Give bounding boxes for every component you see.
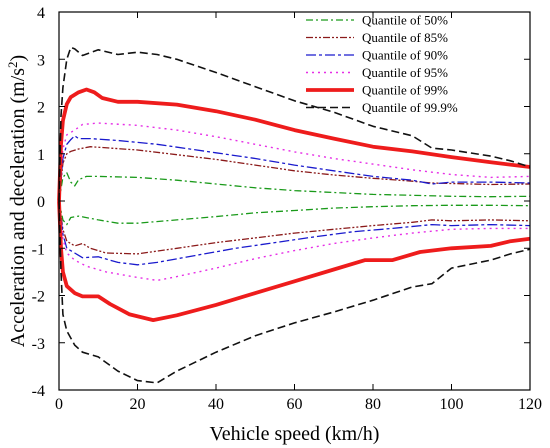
x-tick-label: 40 xyxy=(208,396,224,413)
plot-frame xyxy=(58,11,531,391)
series-quantile-of-99-9-lower xyxy=(58,200,531,384)
y-tick-label: -1 xyxy=(32,241,45,258)
series-quantile-of-99-upper xyxy=(57,87,531,202)
series-layer xyxy=(57,46,531,384)
series-quantile-of-99-lower xyxy=(57,200,531,322)
legend-label-quantile-of-50: Quantile of 50% xyxy=(362,13,448,28)
x-tick-label: 80 xyxy=(365,396,381,413)
series-quantile-of-85-lower xyxy=(58,200,531,255)
series-quantile-of-90-lower xyxy=(58,200,531,266)
x-tick-label: 60 xyxy=(287,396,303,413)
x-tick-label: 0 xyxy=(55,396,63,413)
legend-label-quantile-of-95: Quantile of 95% xyxy=(362,65,448,80)
y-tick-label: 1 xyxy=(37,147,45,164)
series-quantile-of-50-upper xyxy=(58,172,531,202)
y-axis-title: Acceleration and deceleration (m/s2) xyxy=(5,55,30,347)
series-quantile-of-50-lower xyxy=(58,200,531,226)
ticks-layer: 0 20 40 60 80 100 120 -4 -3 -2 -1 0 1 2 3 4 xyxy=(32,5,542,413)
series-quantile-of-85-upper xyxy=(58,146,531,202)
x-tick-label: 20 xyxy=(130,396,146,413)
series-quantile-of-95-upper xyxy=(58,122,531,202)
y-tick-label: -4 xyxy=(32,383,45,400)
series-quantile-of-90-upper xyxy=(58,135,531,202)
x-tick-label: 120 xyxy=(518,396,542,413)
x-tick-label: 100 xyxy=(440,396,464,413)
y-axis-title-main: Acceleration and deceleration (m/s xyxy=(7,68,29,348)
y-tick-label: -3 xyxy=(32,336,45,353)
y-tick-label: 3 xyxy=(37,52,45,69)
legend-label-quantile-of-85: Quantile of 85% xyxy=(362,30,448,45)
y-tick-label: 0 xyxy=(37,194,45,211)
series-quantile-of-95-lower xyxy=(58,200,530,282)
legend-label-quantile-of-90: Quantile of 90% xyxy=(362,48,448,63)
y-tick-label: 2 xyxy=(37,100,45,117)
legend-label-quantile-of-99: Quantile of 99% xyxy=(362,83,448,98)
legend-label-quantile-of-99-9: Quantile of 99.9% xyxy=(362,100,458,115)
y-axis-title-superscript: 2 xyxy=(5,61,20,68)
y-tick-label: 4 xyxy=(37,5,45,22)
x-axis-title: Vehicle speed (km/h) xyxy=(210,423,380,445)
legend: Quantile of 50% Quantile of 85% Quantile o… xyxy=(306,13,458,115)
y-axis-title-end: ) xyxy=(7,55,29,62)
series-quantile-of-99-9-upper xyxy=(58,46,531,202)
y-tick-label: -2 xyxy=(32,289,45,306)
